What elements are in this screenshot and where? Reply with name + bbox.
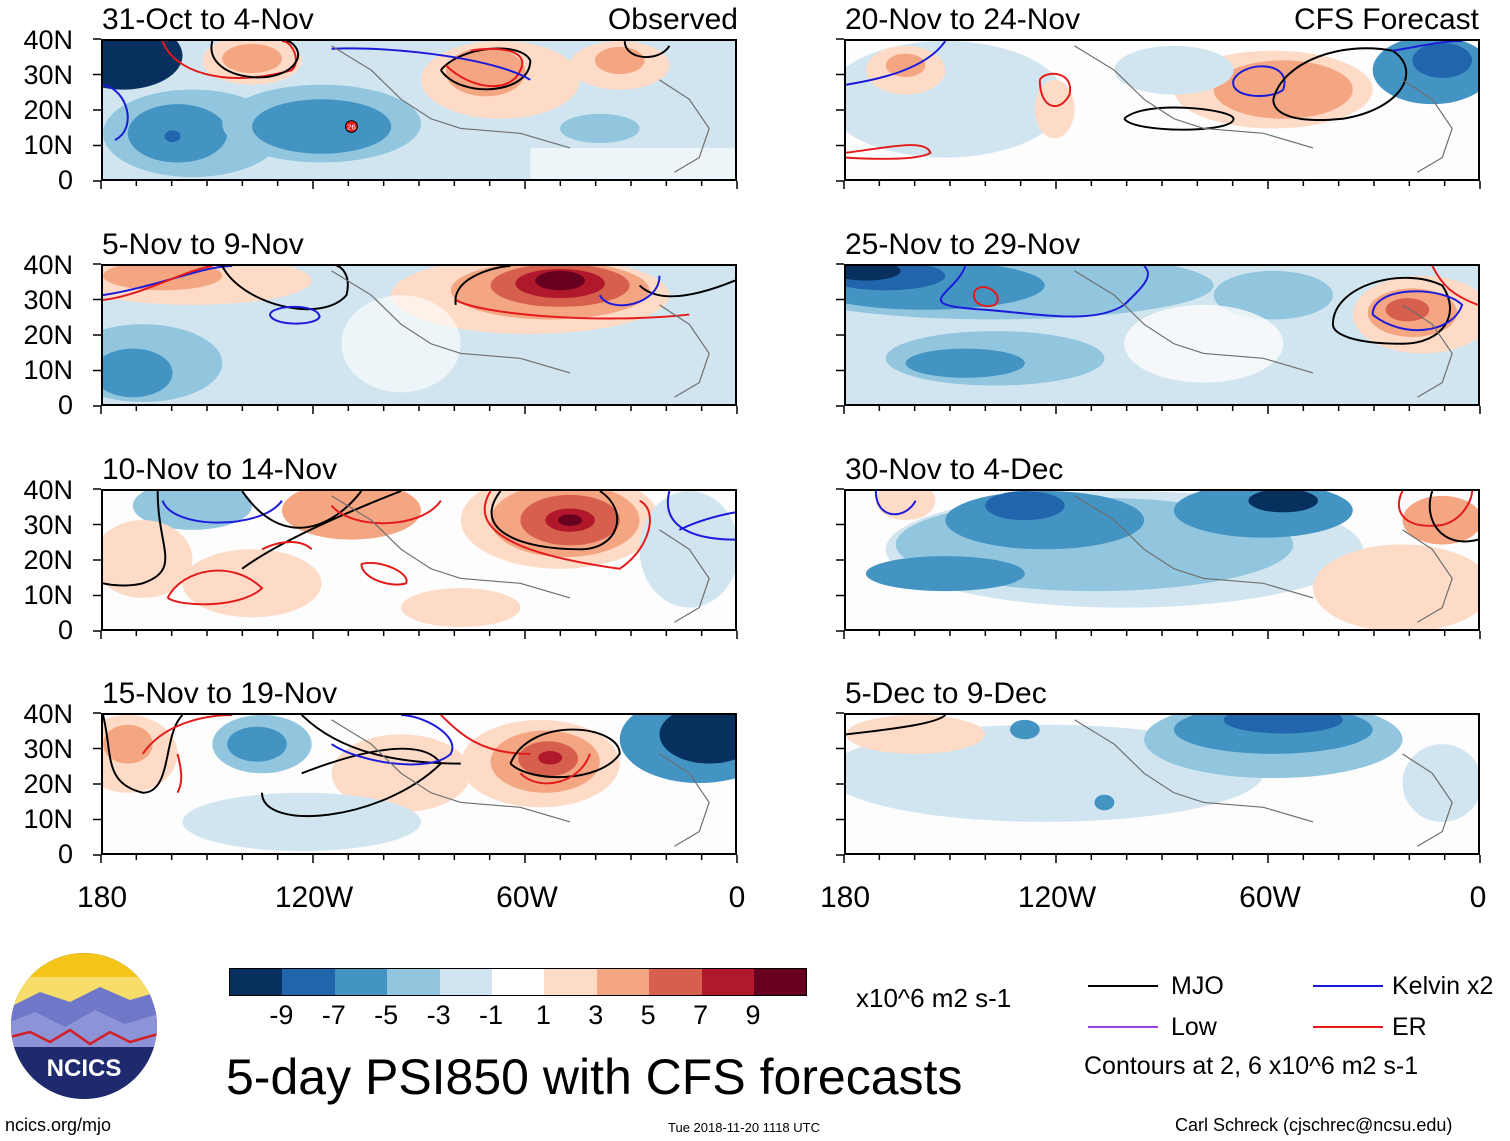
- colorbar-label: 5: [640, 1000, 656, 1030]
- lat-label: 30N: [23, 510, 73, 540]
- legend-low-line: [1088, 1026, 1158, 1028]
- lat-label: 20N: [23, 320, 73, 350]
- panel-2-title: 5-Nov to 9-Nov: [102, 228, 304, 261]
- lat-label: 0: [57, 615, 73, 645]
- colorbar-label: -9: [269, 1000, 294, 1030]
- colorbar-label: -5: [374, 1000, 399, 1030]
- lon-label-120w: 120W: [274, 881, 354, 914]
- logo-text: NCICS: [47, 1055, 122, 1082]
- lat-label: 0: [57, 165, 73, 195]
- lon-label-60w: 60W: [496, 881, 558, 914]
- panel-6-title: 25-Nov to 29-Nov: [845, 228, 1081, 261]
- legend-mjo-line: [1088, 985, 1158, 987]
- panel-8-map: [844, 713, 1480, 855]
- footer-credit: Carl Schreck (cjschrec@ncsu.edu): [1175, 1115, 1453, 1135]
- colorbar-swatch: [491, 969, 545, 995]
- panel-7-title: 30-Nov to 4-Dec: [845, 453, 1064, 486]
- lat-label: 20N: [23, 95, 73, 125]
- colorbar-label: 3: [588, 1000, 604, 1030]
- lon-label-60w-right: 60W: [1239, 881, 1301, 914]
- colorbar-units: x10^6 m2 s-1: [856, 983, 1012, 1013]
- colorbar-label: -1: [478, 1000, 503, 1030]
- panel-1-tag: Observed: [607, 3, 738, 36]
- lat-label: 40N: [23, 699, 73, 729]
- panel-1-title: 31-Oct to 4-Nov: [102, 3, 314, 36]
- legend-note: Contours at 2, 6 x10^6 m2 s-1: [1084, 1052, 1419, 1080]
- colorbar-swatch: [334, 969, 388, 995]
- lat-label: 20N: [23, 545, 73, 575]
- panel-3-map: [101, 489, 737, 631]
- lat-label: 40N: [23, 250, 73, 280]
- legend-er-label: ER: [1392, 1013, 1427, 1041]
- colorbar-label: 9: [745, 1000, 761, 1030]
- panel-7-map: [844, 489, 1480, 631]
- colorbar-swatch: [387, 969, 440, 995]
- colorbar-swatch: [544, 969, 597, 995]
- lat-label: 0: [57, 839, 73, 869]
- legend-kelvin-line: [1313, 985, 1383, 987]
- lat-label: 10N: [23, 355, 73, 385]
- panel-1-map: 26: [101, 39, 737, 181]
- colorbar-swatch: [649, 969, 702, 995]
- main-title: 5-day PSI850 with CFS forecasts: [226, 1049, 963, 1105]
- lat-label: 10N: [23, 804, 73, 834]
- panel-2-map: [101, 264, 737, 406]
- lon-label-0-right: 0: [1469, 881, 1487, 914]
- colorbar-label: 1: [535, 1000, 551, 1030]
- legend-low-label: Low: [1171, 1013, 1217, 1041]
- legend-kelvin-label: Kelvin x2: [1392, 972, 1494, 1000]
- lon-label-180: 180: [76, 881, 128, 914]
- lat-label: 30N: [23, 734, 73, 764]
- colorbar-label: -7: [321, 1000, 346, 1030]
- lat-label: 40N: [23, 475, 73, 505]
- colorbar-swatch: [439, 969, 492, 995]
- colorbar: [229, 968, 808, 996]
- lat-label: 20N: [23, 769, 73, 799]
- colorbar-swatch: [753, 969, 807, 995]
- panel-4-map: [101, 713, 737, 855]
- lat-label: 10N: [23, 130, 73, 160]
- lat-label: 10N: [23, 580, 73, 610]
- lat-label: 30N: [23, 60, 73, 90]
- panel-3-title: 10-Nov to 14-Nov: [102, 453, 338, 486]
- colorbar-label: 7: [693, 1000, 709, 1030]
- panel-5-tag: CFS Forecast: [1293, 3, 1479, 36]
- lat-label: 40N: [23, 25, 73, 55]
- colorbar-swatch: [230, 969, 283, 995]
- colorbar-swatch: [701, 969, 754, 995]
- panel-4-title: 15-Nov to 19-Nov: [102, 677, 338, 710]
- panel-8-title: 5-Dec to 9-Dec: [845, 677, 1047, 710]
- storm-marker: 26: [347, 123, 356, 132]
- panel-5-title: 20-Nov to 24-Nov: [845, 3, 1081, 36]
- footer-timestamp: Tue 2018-11-20 1118 UTC: [668, 1120, 820, 1135]
- ncics-logo: NCICS: [10, 952, 158, 1100]
- legend-mjo-label: MJO: [1171, 972, 1224, 1000]
- lon-label-0: 0: [728, 881, 746, 914]
- footer-url: ncics.org/mjo: [5, 1115, 112, 1135]
- lat-label: 0: [57, 390, 73, 420]
- legend-er-line: [1313, 1026, 1383, 1028]
- lat-label: 30N: [23, 285, 73, 315]
- panel-5-map: [844, 39, 1480, 181]
- panel-6-map: [844, 264, 1480, 406]
- lon-label-180-right: 180: [819, 881, 871, 914]
- colorbar-swatch: [596, 969, 650, 995]
- colorbar-label: -3: [426, 1000, 451, 1030]
- lon-label-120w-right: 120W: [1017, 881, 1097, 914]
- colorbar-swatch: [282, 969, 335, 995]
